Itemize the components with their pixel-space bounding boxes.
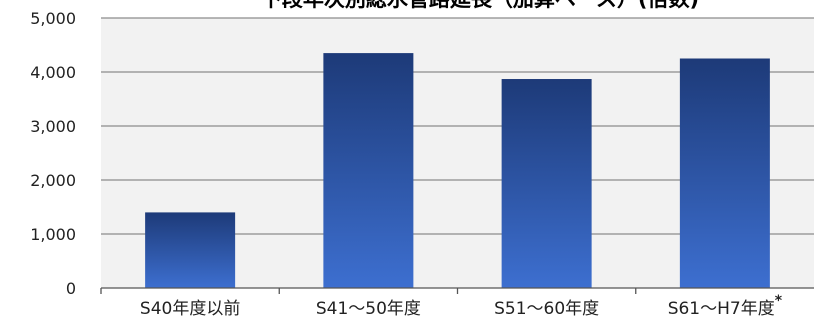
y-tick-label: 1,000 (30, 225, 76, 244)
bar (502, 79, 592, 288)
bar (323, 53, 413, 288)
y-tick-label: 4,000 (30, 63, 76, 82)
bar (680, 59, 770, 289)
y-tick-label: 3,000 (30, 117, 76, 136)
y-tick-label: 0 (66, 279, 76, 298)
x-category-label: S61～H7年度* (668, 293, 783, 319)
x-category-label: S51～60年度 (494, 299, 599, 319)
x-category-label: S40年度以前 (140, 299, 240, 319)
x-category-label: S41～50年度 (316, 299, 421, 319)
footnote-marker: * (775, 293, 783, 309)
bar (145, 212, 235, 288)
y-tick-label: 5,000 (30, 9, 76, 28)
chart-title: 下段年次別総水管路延長（加算ベース）(倍数) (261, 0, 699, 11)
y-tick-label: 2,000 (30, 171, 76, 190)
